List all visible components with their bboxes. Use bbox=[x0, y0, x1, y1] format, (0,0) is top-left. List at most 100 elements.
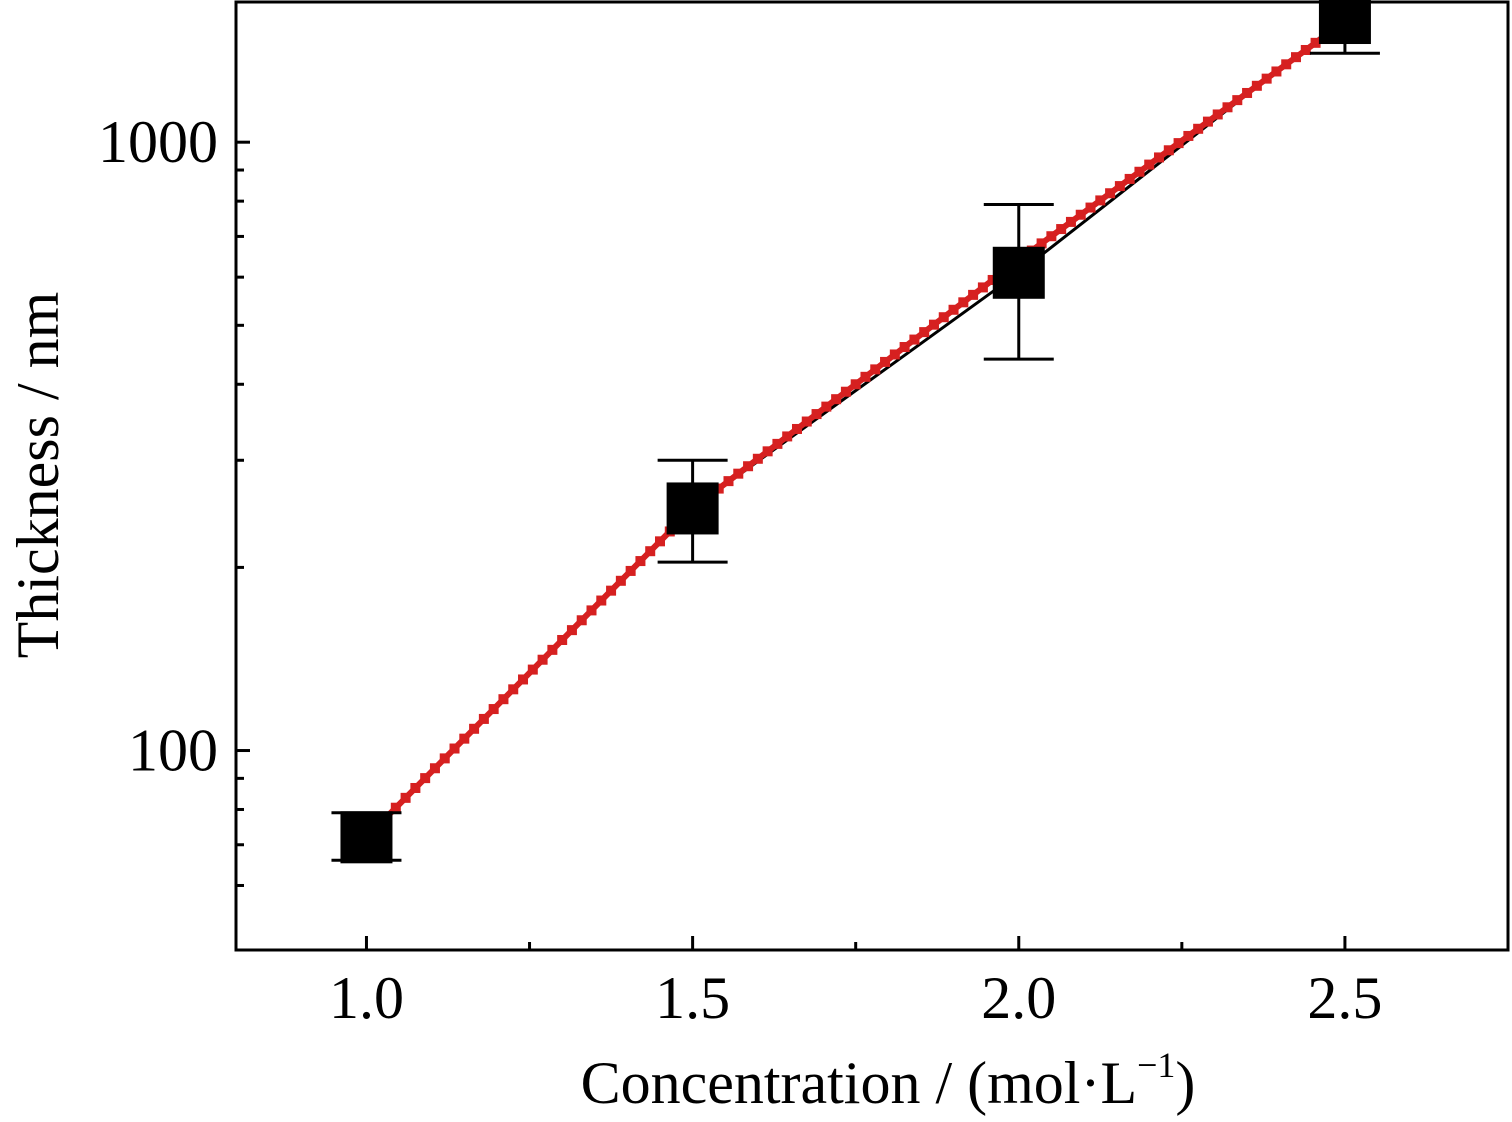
fit-line-marker bbox=[420, 773, 431, 784]
fit-line-marker bbox=[488, 704, 499, 715]
fit-line-marker bbox=[449, 743, 460, 754]
data-connecting-line bbox=[365, 16, 1346, 839]
fit-line-marker bbox=[615, 575, 626, 586]
data-point bbox=[666, 482, 719, 535]
fit-line-marker bbox=[478, 713, 489, 724]
fit-line-marker bbox=[831, 394, 842, 405]
fit-line-marker bbox=[870, 364, 881, 375]
fit-line bbox=[364, 18, 1347, 840]
fit-line-marker bbox=[547, 644, 558, 655]
fit-line-marker bbox=[429, 763, 440, 774]
x-tick-label: 1.0 bbox=[329, 965, 404, 1031]
fit-line-marker bbox=[625, 565, 636, 576]
x-tick-label: 1.5 bbox=[655, 965, 730, 1031]
fit-line-marker bbox=[1114, 181, 1125, 192]
fit-line-marker bbox=[1065, 216, 1076, 227]
fit-line-marker bbox=[635, 556, 646, 567]
fit-line-marker bbox=[782, 431, 793, 442]
fit-line-marker bbox=[1134, 166, 1145, 177]
fit-line-marker bbox=[1144, 159, 1155, 170]
fit-line-marker bbox=[606, 585, 617, 596]
axes-layer bbox=[234, 0, 1510, 952]
fit-line-marker bbox=[821, 401, 832, 412]
fit-line-marker bbox=[1183, 130, 1194, 141]
data-point bbox=[1318, 0, 1371, 45]
fit-line-marker bbox=[919, 327, 930, 338]
x-axis-label-main: Concentration / (mol·L bbox=[581, 1050, 1138, 1116]
data-point bbox=[992, 246, 1045, 299]
fit-line-marker bbox=[1036, 238, 1047, 249]
fit-line-marker bbox=[576, 615, 587, 626]
x-tick-label: 2.5 bbox=[1307, 965, 1382, 1031]
fit-line-marker bbox=[566, 625, 577, 636]
fit-line-marker bbox=[772, 438, 783, 449]
fit-line-marker bbox=[860, 371, 871, 382]
fit-line-marker bbox=[537, 654, 548, 665]
tick-labels-layer: 1.0 1.5 2.0 2.5 100 1000 bbox=[98, 109, 1382, 1031]
fit-line-marker bbox=[1310, 37, 1321, 48]
fit-line-marker bbox=[958, 297, 969, 308]
fit-line-marker bbox=[459, 733, 470, 744]
x-axis-label-suffix: ) bbox=[1175, 1050, 1195, 1116]
fit-line-marker bbox=[733, 468, 744, 479]
fit-line-marker bbox=[1056, 224, 1067, 235]
fit-line-marker bbox=[1222, 102, 1233, 113]
fit-line-marker bbox=[762, 446, 773, 457]
fit-line-marker bbox=[1173, 138, 1184, 149]
fit-line-marker bbox=[880, 356, 891, 367]
y-tick-label: 1000 bbox=[98, 109, 218, 175]
fit-line-marker bbox=[909, 334, 920, 345]
fit-line-marker bbox=[439, 753, 450, 764]
x-tick-label: 2.0 bbox=[981, 965, 1056, 1031]
fit-line-marker bbox=[1193, 123, 1204, 134]
fit-line-marker bbox=[713, 483, 724, 494]
fit-line-marker bbox=[1075, 209, 1086, 220]
fit-line-marker bbox=[1232, 95, 1243, 106]
fit-line-marker bbox=[1163, 145, 1174, 156]
fit-line-marker bbox=[518, 674, 529, 685]
fit-line-marker bbox=[469, 723, 480, 734]
fit-line-marker bbox=[596, 595, 607, 606]
fit-line-marker bbox=[850, 379, 861, 390]
fit-line-marker bbox=[586, 605, 597, 616]
fit-line-marker bbox=[899, 342, 910, 353]
fit-line-marker bbox=[1291, 52, 1301, 63]
fit-line-marker bbox=[390, 802, 401, 813]
fit-line-marker bbox=[508, 684, 519, 695]
fit-line-marker bbox=[928, 319, 939, 330]
fit-line-marker bbox=[557, 634, 568, 645]
fit-line-marker bbox=[410, 782, 421, 793]
fit-line-marker bbox=[1281, 59, 1292, 70]
plot-frame bbox=[234, 0, 1510, 952]
fit-line-marker bbox=[752, 453, 763, 464]
fit-line-marker bbox=[987, 274, 998, 285]
fit-line-marker bbox=[1242, 87, 1253, 98]
fit-line-marker bbox=[498, 694, 509, 705]
fit-line-marker bbox=[723, 476, 734, 487]
data-points-layer bbox=[331, 0, 1380, 864]
fit-line-marker bbox=[811, 409, 822, 420]
x-axis-label-superscript: −1 bbox=[1137, 1045, 1175, 1085]
data-point bbox=[340, 811, 393, 864]
fit-line-marker bbox=[1046, 231, 1057, 242]
fit-line-marker bbox=[1300, 44, 1311, 55]
fit-line-marker bbox=[645, 546, 656, 557]
fit-line-marker bbox=[1212, 109, 1223, 120]
fit-line-marker bbox=[801, 416, 812, 427]
fit-line-marker bbox=[977, 282, 988, 293]
fit-line-marker bbox=[1154, 152, 1165, 163]
fit-line-marker bbox=[743, 461, 754, 472]
y-tick-label: 100 bbox=[128, 718, 218, 784]
fit-line-marker bbox=[1105, 188, 1116, 199]
fit-line-marker bbox=[1085, 202, 1096, 213]
y-axis-label: Thickness / nm bbox=[5, 292, 71, 659]
fit-line-layer bbox=[361, 16, 1350, 843]
fit-line-marker bbox=[1124, 173, 1135, 184]
fit-line-marker bbox=[1251, 80, 1262, 91]
fit-line-marker bbox=[948, 304, 959, 315]
fit-line-marker bbox=[791, 423, 802, 434]
fit-line-marker bbox=[1271, 66, 1282, 77]
fit-line-marker bbox=[840, 386, 851, 397]
fit-line-marker bbox=[889, 349, 900, 360]
